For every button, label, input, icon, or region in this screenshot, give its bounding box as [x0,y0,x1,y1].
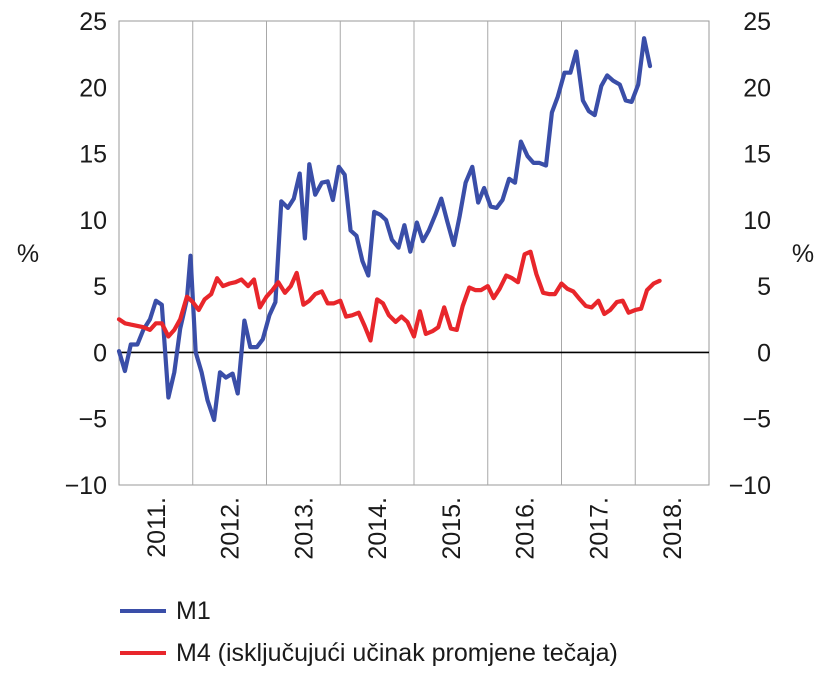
legend-swatch-m1 [120,609,166,613]
x-tick-label: 2016. [512,497,540,560]
x-tick-label: 2014. [364,497,392,560]
x-tick-label: 2013. [290,497,318,560]
y-tick-label-right: −5 [742,406,771,434]
legend-swatch-m4 [120,651,166,655]
y-tick-label-right: −10 [729,472,771,500]
line-chart: 25 20 15 10 5 0 −5 −10 25 20 15 10 5 0 −5 −10 % % 2011… [17,8,814,560]
series-line-m4 [116,249,662,343]
y-tick-label-right: 20 [743,74,771,102]
legend-item-m4: M4 (isključujući učinak promjene tečaja) [120,632,618,674]
y-axis-label-left: % [17,240,39,268]
y-axis-left: 25 20 15 10 5 0 −5 −10 [65,8,107,500]
x-tick-label: 2011. [143,497,171,558]
y-axis-label-right: % [792,240,814,268]
legend-label-m4: M4 (isključujući učinak promjene tečaja) [176,638,618,667]
legend: M1 M4 (isključujući učinak promjene teča… [120,590,618,674]
y-tick-label-right: 10 [743,207,771,235]
y-tick-label-right: 5 [757,273,771,301]
legend-item-m1: M1 [120,590,618,632]
y-tick-label-left: 5 [93,273,107,301]
y-tick-label-left: −10 [65,472,107,500]
y-tick-label-left: 20 [79,74,107,102]
vertical-gridlines [192,21,636,485]
y-tick-label-right: 15 [743,141,771,169]
y-tick-label-left: 15 [79,141,107,169]
y-tick-label-left: −5 [78,406,107,434]
series-line-m1 [116,36,653,423]
y-axis-right: 25 20 15 10 5 0 −5 −10 [729,8,771,500]
y-tick-label-left: 10 [79,207,107,235]
series-lines [116,36,662,423]
x-tick-label: 2017. [585,497,613,560]
y-tick-label-left: 25 [79,8,107,36]
legend-label-m1: M1 [176,596,211,625]
x-tick-label: 2012. [217,497,245,560]
x-axis: 2011. 2012. 2013. 2014. 2015. 2016. 2017. 2018. [143,497,687,560]
y-tick-label-right: 25 [743,8,771,36]
y-tick-label-left: 0 [93,339,107,367]
x-tick-label: 2015. [438,497,466,560]
y-tick-label-right: 0 [757,339,771,367]
x-tick-label: 2018. [659,497,687,560]
